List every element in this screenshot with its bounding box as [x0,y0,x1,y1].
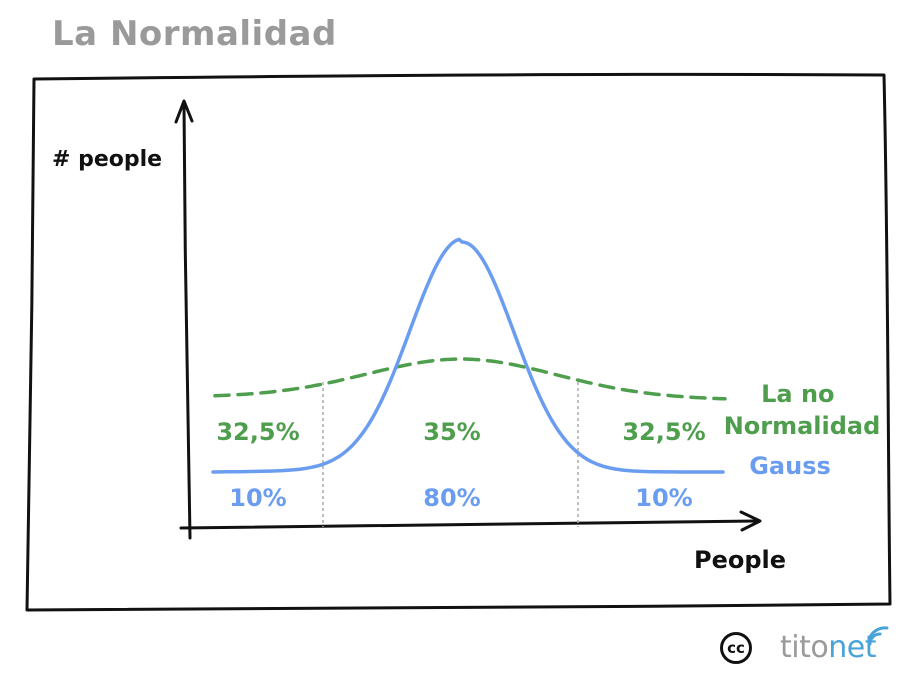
x-axis [179,519,758,530]
series-label-gauss: Gauss [749,452,831,480]
share-label-gauss-left: 10% [229,484,286,512]
x-axis-arrowhead [739,510,762,532]
wifi-signal-icon [868,626,889,646]
share-label-gauss-right: 10% [635,484,692,512]
slide-title: La Normalidad [52,14,337,54]
share-label-no-normalidad-left: 32,5% [216,418,299,446]
series-line-no-normalidad [213,357,727,401]
share-label-no-normalidad-right: 32,5% [622,418,705,446]
brand-logo: titonet [780,630,876,665]
series-label-no-normalidad: La no Normalidad [724,380,881,440]
brand-logo-main: tito [780,630,829,665]
creative-commons-icon: cc [720,632,752,664]
y-axis-label: # people [52,147,162,172]
y-axis-arrowhead [174,99,194,124]
y-axis [182,103,192,540]
share-label-no-normalidad-center: 35% [423,418,480,446]
share-label-gauss-center: 80% [423,484,480,512]
brand-logo-accent: net [828,630,876,665]
x-axis-label: People [694,546,786,574]
chart-frame [25,72,892,612]
series-line-gauss [211,237,725,474]
